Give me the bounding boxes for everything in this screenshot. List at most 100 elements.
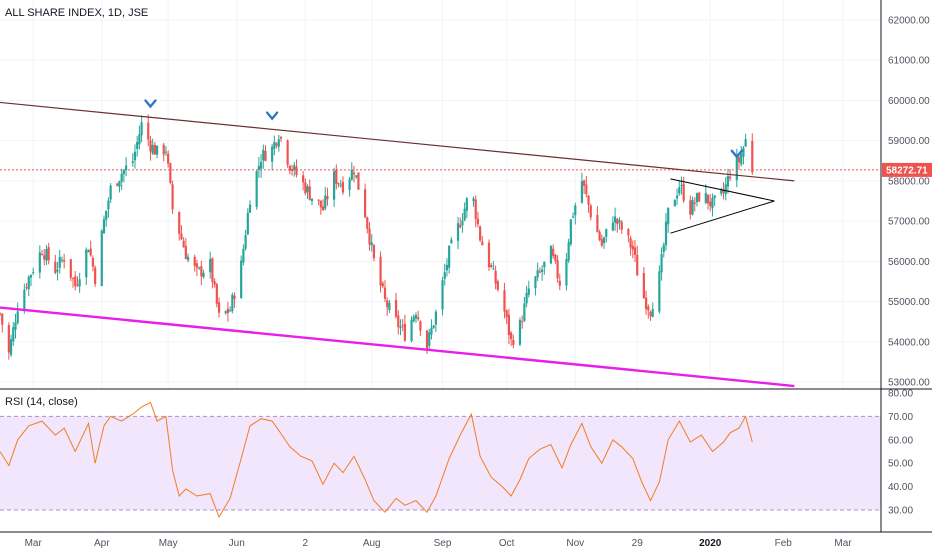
candle-body: [521, 321, 524, 323]
candle-body: [105, 210, 108, 220]
candle-body: [167, 153, 170, 164]
candle-body: [78, 279, 81, 287]
candle-body: [255, 171, 258, 207]
candle-body: [425, 330, 429, 349]
candle-body: [151, 144, 154, 154]
candle-body: [60, 259, 64, 261]
candle-body: [631, 245, 634, 250]
candle-body: [293, 165, 296, 170]
last-price-badge: 58272.71: [882, 162, 932, 177]
candle-body: [675, 195, 679, 199]
candle-body: [410, 319, 413, 342]
candle-body: [54, 261, 57, 273]
candle-body: [12, 327, 15, 342]
candle-body: [89, 248, 92, 256]
candle-body: [350, 169, 353, 180]
candle-body: [399, 326, 402, 329]
candle-body: [680, 185, 683, 187]
candle-body: [417, 317, 420, 320]
candle-body: [180, 233, 183, 240]
candle-body: [366, 217, 369, 229]
candle-body: [667, 207, 670, 225]
price-pane[interactable]: [0, 0, 881, 388]
candle-body: [355, 175, 358, 178]
rsi-tick-label: 60.00: [888, 435, 913, 446]
candle-body: [412, 316, 415, 322]
arrow-down-icon: [730, 149, 743, 159]
candle-body: [240, 260, 243, 299]
candle-body: [286, 140, 289, 165]
candle-body: [40, 253, 44, 255]
candle-body: [102, 219, 106, 234]
time-axis[interactable]: Mar Apr May Jun 2 Aug Sep Oct Nov 29 2020 Feb Mar: [25, 538, 853, 549]
candle-body: [476, 218, 480, 225]
candle-body: [430, 327, 433, 335]
candle-body: [678, 187, 681, 194]
candle-body: [215, 284, 218, 304]
candle-body: [587, 195, 590, 205]
candle-body: [596, 215, 599, 233]
candle-body: [149, 140, 152, 152]
time-tick-label: Feb: [775, 538, 793, 549]
candle-body: [496, 281, 499, 290]
candle-body: [487, 242, 491, 268]
candle-body: [333, 171, 336, 200]
candle-body: [76, 284, 79, 286]
candle-body: [38, 252, 41, 273]
candle-body: [658, 271, 661, 312]
candle-body: [363, 189, 367, 218]
candle-body: [155, 145, 159, 155]
arrow-markers: [144, 99, 743, 159]
support-trendline[interactable]: [0, 306, 795, 388]
candle-body: [662, 244, 665, 253]
candle-body: [713, 195, 716, 199]
triangle-upper-line: [670, 178, 775, 202]
candle-body: [341, 182, 345, 193]
candle-body: [507, 314, 510, 336]
candle-body: [490, 265, 493, 267]
price-axis[interactable]: 62000.00 61000.00 60000.00 59000.00 58000.00…: [888, 16, 930, 389]
candle-body: [552, 248, 555, 257]
price-tick-label: 55000.00: [888, 297, 930, 308]
candle-body: [600, 239, 603, 246]
time-tick-label: Mar: [25, 538, 43, 549]
candle-body: [695, 193, 699, 203]
candle-body: [432, 325, 435, 328]
candle-body: [352, 172, 356, 175]
candle-body: [456, 223, 460, 241]
candle-body: [56, 269, 59, 272]
candle-body: [304, 182, 307, 194]
rsi-axis[interactable]: 80.00 70.00 60.00 50.00 40.00 30.00: [888, 389, 913, 517]
candle-body: [472, 198, 475, 202]
candle-body: [583, 180, 586, 186]
price-tick-label: 58000.00: [888, 176, 930, 187]
candle-body: [397, 315, 400, 328]
candle-body: [479, 226, 482, 241]
candle-body: [538, 271, 541, 273]
time-tick-label: Nov: [566, 538, 584, 549]
resistance-trendline[interactable]: [0, 101, 795, 182]
candle-body: [627, 229, 630, 236]
candle-body: [133, 151, 137, 161]
candle-body: [574, 205, 577, 216]
candle-body: [273, 141, 276, 149]
candle-body: [403, 323, 407, 341]
candle-body: [262, 149, 265, 161]
price-tick-label: 59000.00: [888, 136, 930, 147]
candle-body: [29, 274, 33, 278]
triangle-pattern[interactable]: [670, 178, 775, 234]
candle-body: [737, 157, 741, 163]
candle-body: [317, 199, 320, 201]
candle-body: [229, 310, 232, 312]
candle-body: [567, 242, 570, 261]
candle-body: [724, 184, 727, 195]
candle-body: [372, 245, 376, 259]
candle-body: [503, 290, 506, 312]
time-tick-label: Mar: [834, 538, 852, 549]
candle-body: [224, 311, 227, 314]
candle-body: [125, 165, 128, 171]
candle-body: [74, 276, 77, 287]
candle-body: [571, 216, 575, 218]
candle-body: [465, 198, 468, 211]
